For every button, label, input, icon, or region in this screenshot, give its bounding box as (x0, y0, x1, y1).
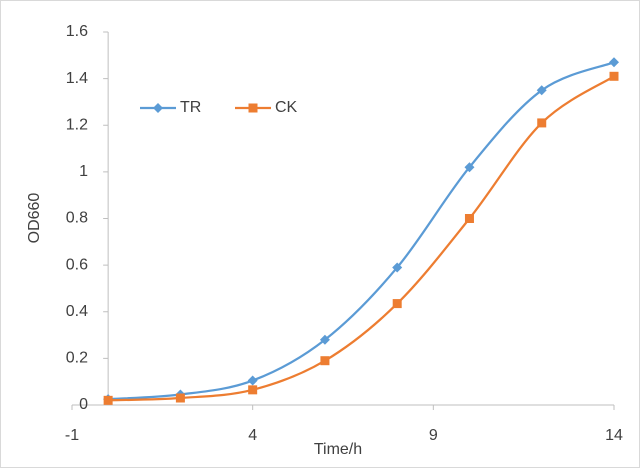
marker (464, 162, 475, 173)
y-tick-label: 1.2 (66, 116, 88, 133)
marker (392, 299, 402, 309)
legend-label: TR (180, 99, 201, 116)
x-tick-label: 14 (605, 427, 623, 444)
legend-label: CK (275, 99, 298, 116)
x-tick-label: 4 (248, 427, 257, 444)
marker (320, 356, 330, 366)
y-tick-label: 0.2 (66, 350, 88, 367)
marker (392, 262, 403, 273)
x-tick-label: -1 (65, 427, 79, 444)
legend-marker (153, 103, 163, 113)
y-tick-label: 1.6 (66, 23, 88, 40)
y-tick-label: 1.4 (66, 70, 88, 87)
legend-marker (248, 103, 258, 113)
y-tick-label: 0.6 (66, 256, 88, 273)
marker (609, 57, 619, 68)
y-tick-label: 0.8 (66, 210, 88, 227)
marker (609, 71, 619, 81)
marker (319, 334, 330, 345)
series-line (108, 61, 615, 401)
series-line (108, 75, 615, 402)
marker (175, 393, 185, 403)
x-axis-title: Time/h (314, 441, 362, 458)
marker (536, 85, 547, 96)
y-tick-label: 0 (79, 396, 88, 413)
y-tick-label: 1 (79, 163, 88, 180)
marker (537, 118, 547, 128)
marker (248, 385, 258, 395)
x-tick-label: 9 (429, 427, 438, 444)
marker (247, 375, 258, 386)
y-tick-label: 0.4 (66, 303, 88, 320)
marker (103, 395, 113, 405)
marker (464, 214, 474, 223)
y-axis-title: OD660 (26, 193, 43, 244)
